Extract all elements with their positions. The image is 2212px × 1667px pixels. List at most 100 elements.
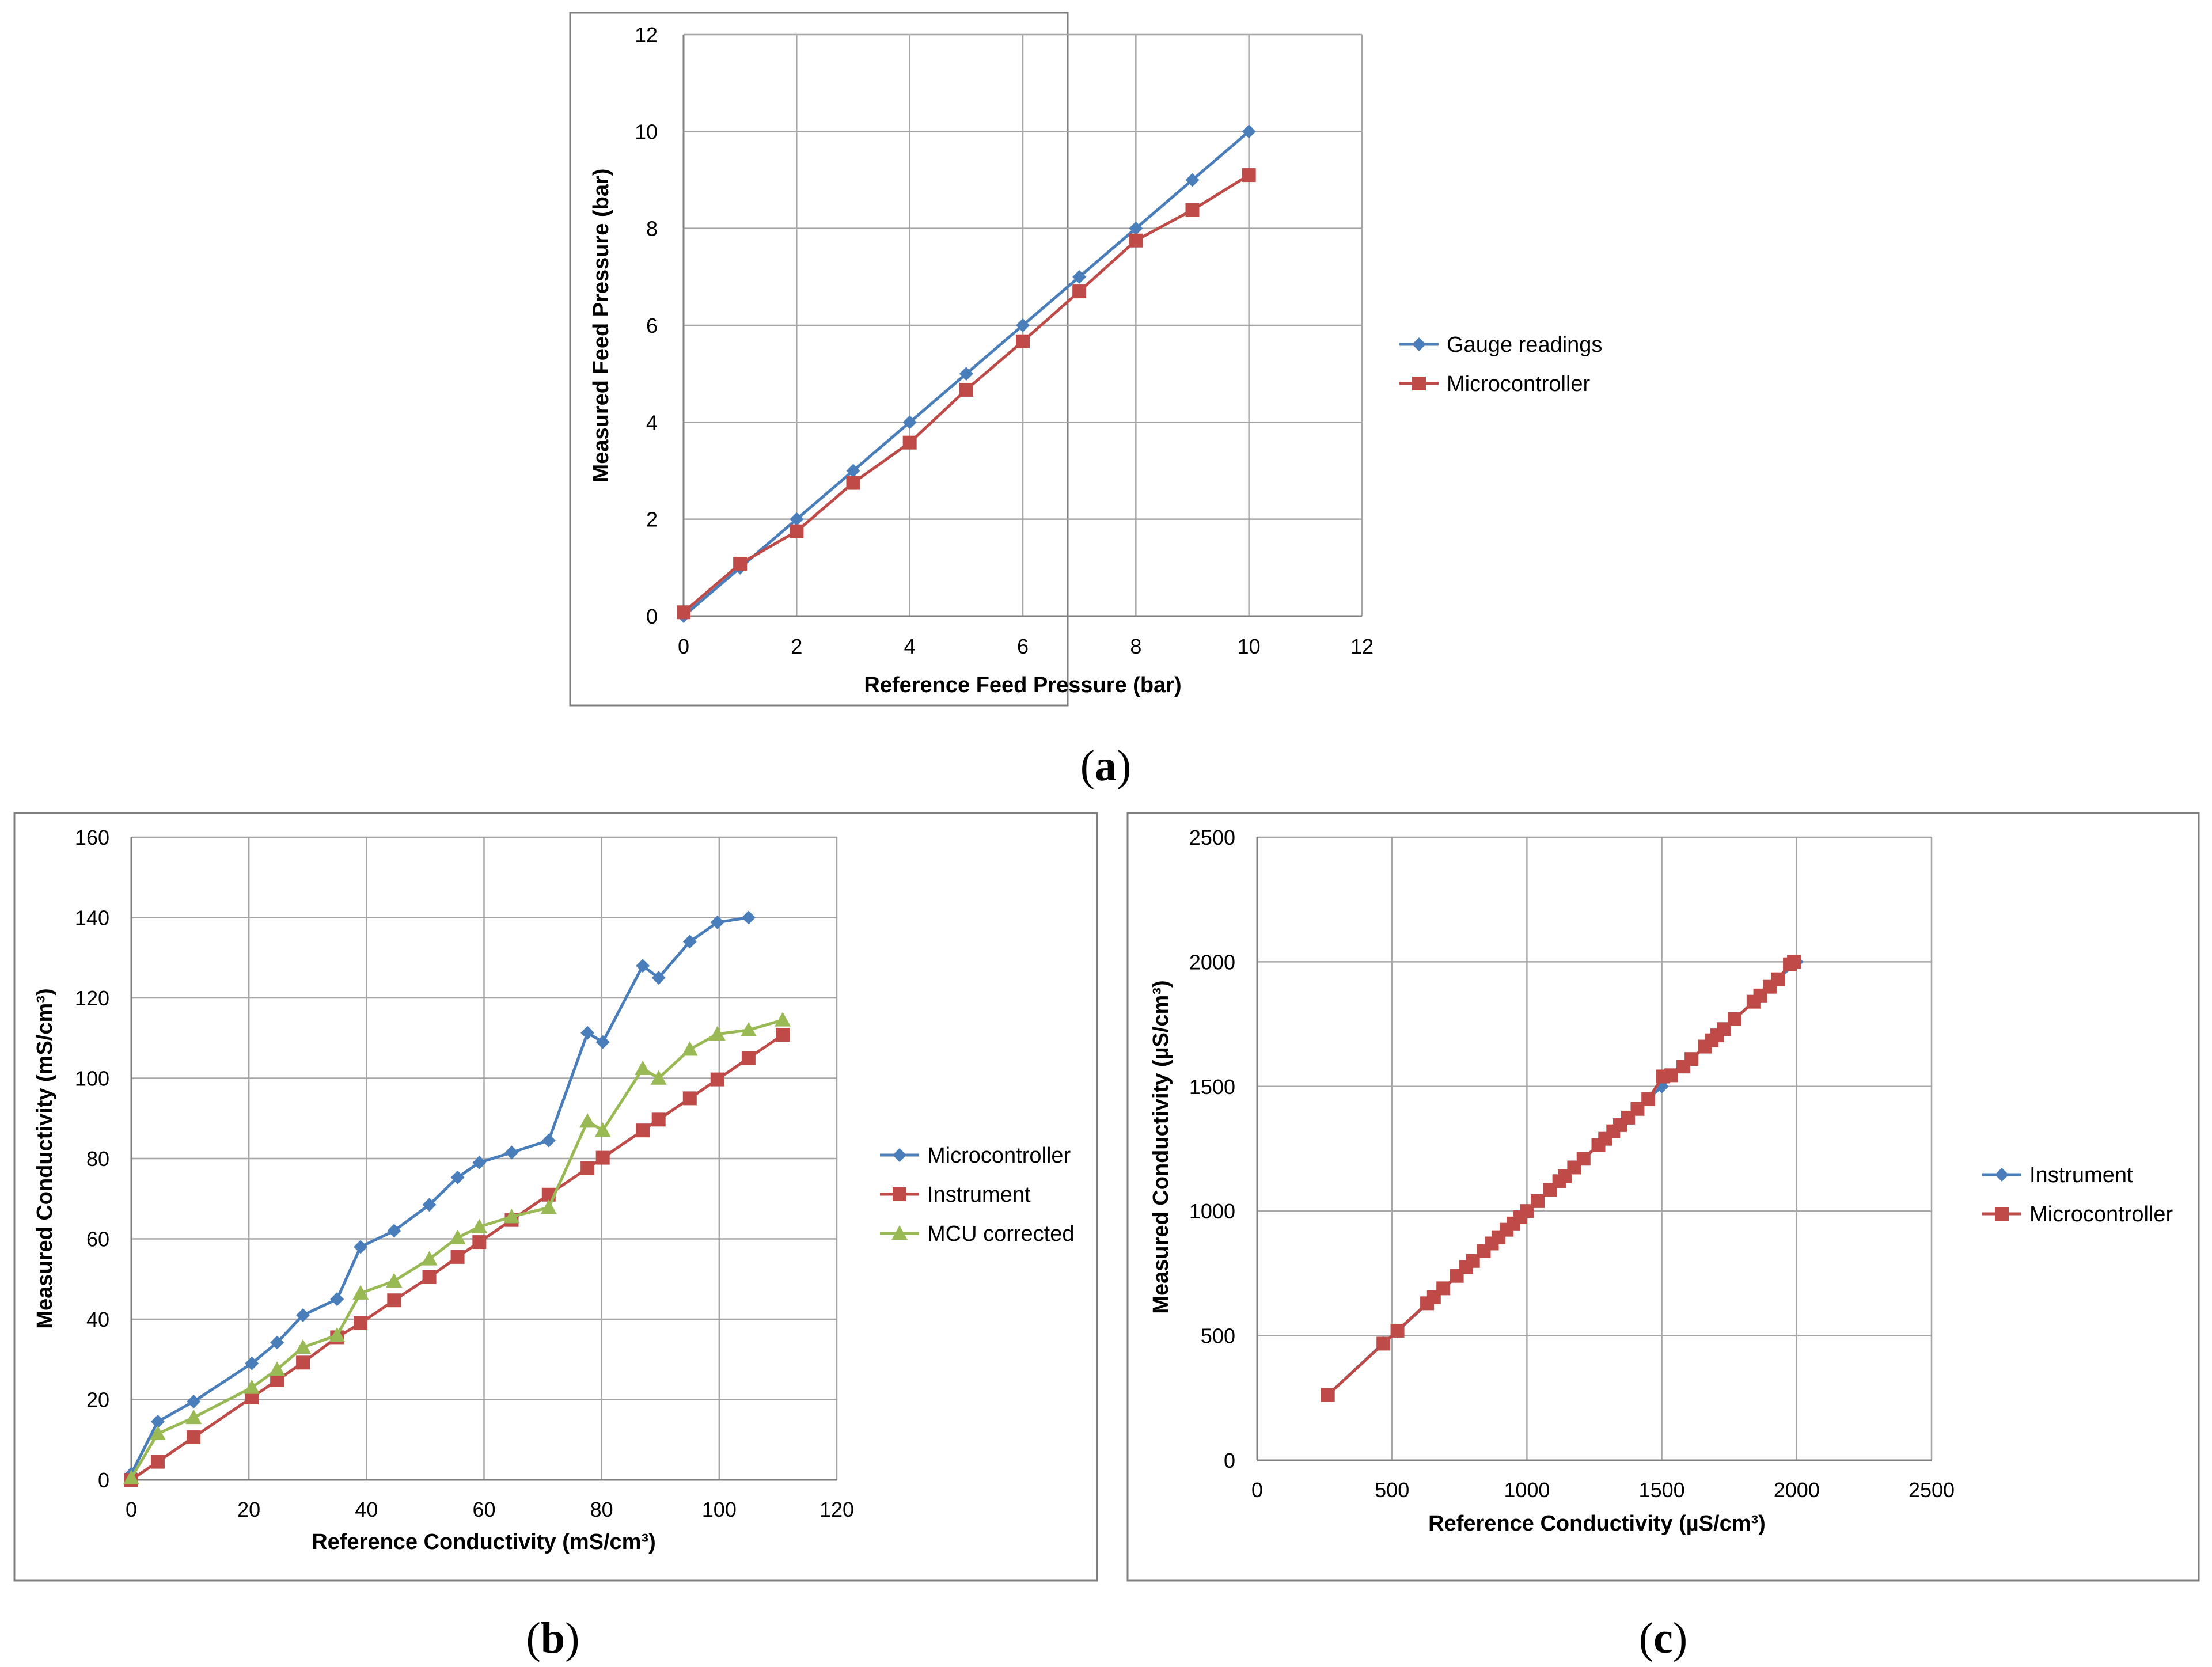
legend-label: Instrument (927, 1183, 1031, 1207)
legend-label: Microcontroller (927, 1144, 1071, 1168)
data-point (1321, 1388, 1335, 1402)
data-point (1436, 1281, 1451, 1296)
x-tick-label: 40 (355, 1498, 378, 1521)
data-point (123, 1469, 139, 1484)
data-point (959, 367, 973, 381)
data-point (902, 435, 917, 450)
y-tick-label: 2 (646, 508, 658, 531)
y-axis-title: Measured Conductivity (µS/cm³) (1149, 980, 1173, 1313)
legend-label: MCU corrected (927, 1222, 1075, 1246)
series-microcontroller (677, 168, 1256, 620)
y-tick-label: 0 (98, 1468, 109, 1492)
series-line (130, 1034, 784, 1482)
data-point (790, 524, 804, 538)
x-tick-label: 10 (1238, 635, 1261, 658)
data-point (902, 415, 917, 430)
data-point (1787, 955, 1801, 969)
data-point (579, 1113, 596, 1128)
data-point (1576, 1152, 1591, 1166)
data-point (149, 1425, 166, 1440)
data-point (472, 1235, 487, 1250)
data-point (150, 1455, 165, 1469)
data-point (541, 1133, 556, 1148)
y-tick-label: 80 (86, 1147, 109, 1171)
data-point (386, 1273, 403, 1288)
data-point (635, 1060, 651, 1075)
data-point (681, 1041, 698, 1056)
data-point (1664, 1068, 1678, 1083)
data-point (296, 1308, 310, 1323)
x-tick-label: 2000 (1774, 1478, 1820, 1502)
data-point (1684, 1052, 1699, 1066)
data-point (677, 605, 690, 620)
data-point (636, 1123, 650, 1138)
data-point (449, 1229, 466, 1244)
data-point (1016, 318, 1030, 332)
data-point (245, 1356, 259, 1370)
panel-caption: (a) (1080, 742, 1132, 790)
y-tick-label: 0 (646, 605, 658, 628)
data-point (150, 1414, 165, 1429)
data-point (651, 1112, 666, 1127)
data-point (1129, 233, 1143, 248)
series-mcu-corrected (123, 1012, 791, 1484)
legend-label: Instrument (2029, 1163, 2133, 1187)
y-axis-title: Measured Feed Pressure (bar) (589, 169, 613, 483)
legend-marker (1995, 1207, 2009, 1221)
y-tick-label: 2000 (1189, 950, 1235, 974)
y-tick-label: 20 (86, 1388, 109, 1412)
y-tick-label: 140 (75, 906, 109, 930)
data-point (1185, 203, 1200, 217)
x-tick-label: 2500 (1909, 1478, 1955, 1502)
data-point (354, 1316, 368, 1330)
data-point (580, 1026, 595, 1040)
data-point (1771, 972, 1785, 986)
chart-panel-a: 0 2 4 6 8 10 12 0 2 4 6 8 10 12 Reference Feed Pressur… (569, 12, 1602, 790)
data-point (650, 1070, 667, 1085)
y-tick-label: 160 (75, 826, 109, 849)
y-tick-label: 2500 (1189, 826, 1235, 849)
data-point (594, 1122, 611, 1137)
y-tick-label: 6 (646, 314, 658, 337)
x-tick-label: 0 (678, 635, 689, 658)
data-point (710, 915, 724, 929)
data-point (296, 1355, 310, 1370)
chart-panel-b: 0 20 40 60 80 100 120 0 20 40 60 80 100 120 140 160 Refe… (13, 812, 1098, 1662)
x-tick-label: 2 (791, 635, 802, 658)
data-point (421, 1251, 438, 1266)
y-tick-label: 100 (75, 1067, 109, 1091)
y-tick-label: 0 (1224, 1449, 1235, 1472)
legend: Gauge readings Microcontroller (1399, 333, 1602, 396)
data-point (187, 1394, 201, 1408)
data-point (1531, 1194, 1545, 1208)
y-tick-label: 1500 (1189, 1075, 1235, 1099)
legend-marker (1995, 1168, 2009, 1182)
data-point (187, 1430, 201, 1445)
data-point (710, 1072, 724, 1087)
data-point (776, 1028, 790, 1042)
data-point (185, 1409, 202, 1425)
legend-marker (893, 1148, 906, 1162)
x-tick-label: 20 (237, 1498, 260, 1521)
data-point (651, 971, 666, 985)
data-point (1072, 269, 1087, 284)
data-point (472, 1155, 487, 1169)
legend: Instrument Microcontroller (1982, 1163, 2173, 1226)
y-tick-label: 12 (635, 23, 658, 47)
data-point (790, 512, 804, 526)
data-point (244, 1379, 260, 1394)
data-point (270, 1335, 284, 1350)
data-point (846, 476, 860, 490)
x-tick-label: 1000 (1504, 1478, 1550, 1502)
chart-frame (569, 12, 1069, 707)
panel-caption: (b) (526, 1614, 580, 1662)
y-tick-label: 40 (86, 1308, 109, 1331)
legend-marker (891, 1225, 908, 1240)
data-point (269, 1361, 286, 1376)
x-tick-label: 0 (1251, 1478, 1263, 1502)
data-point (682, 935, 697, 949)
data-point (595, 1150, 610, 1165)
data-point (636, 959, 650, 973)
data-point (450, 1250, 465, 1264)
